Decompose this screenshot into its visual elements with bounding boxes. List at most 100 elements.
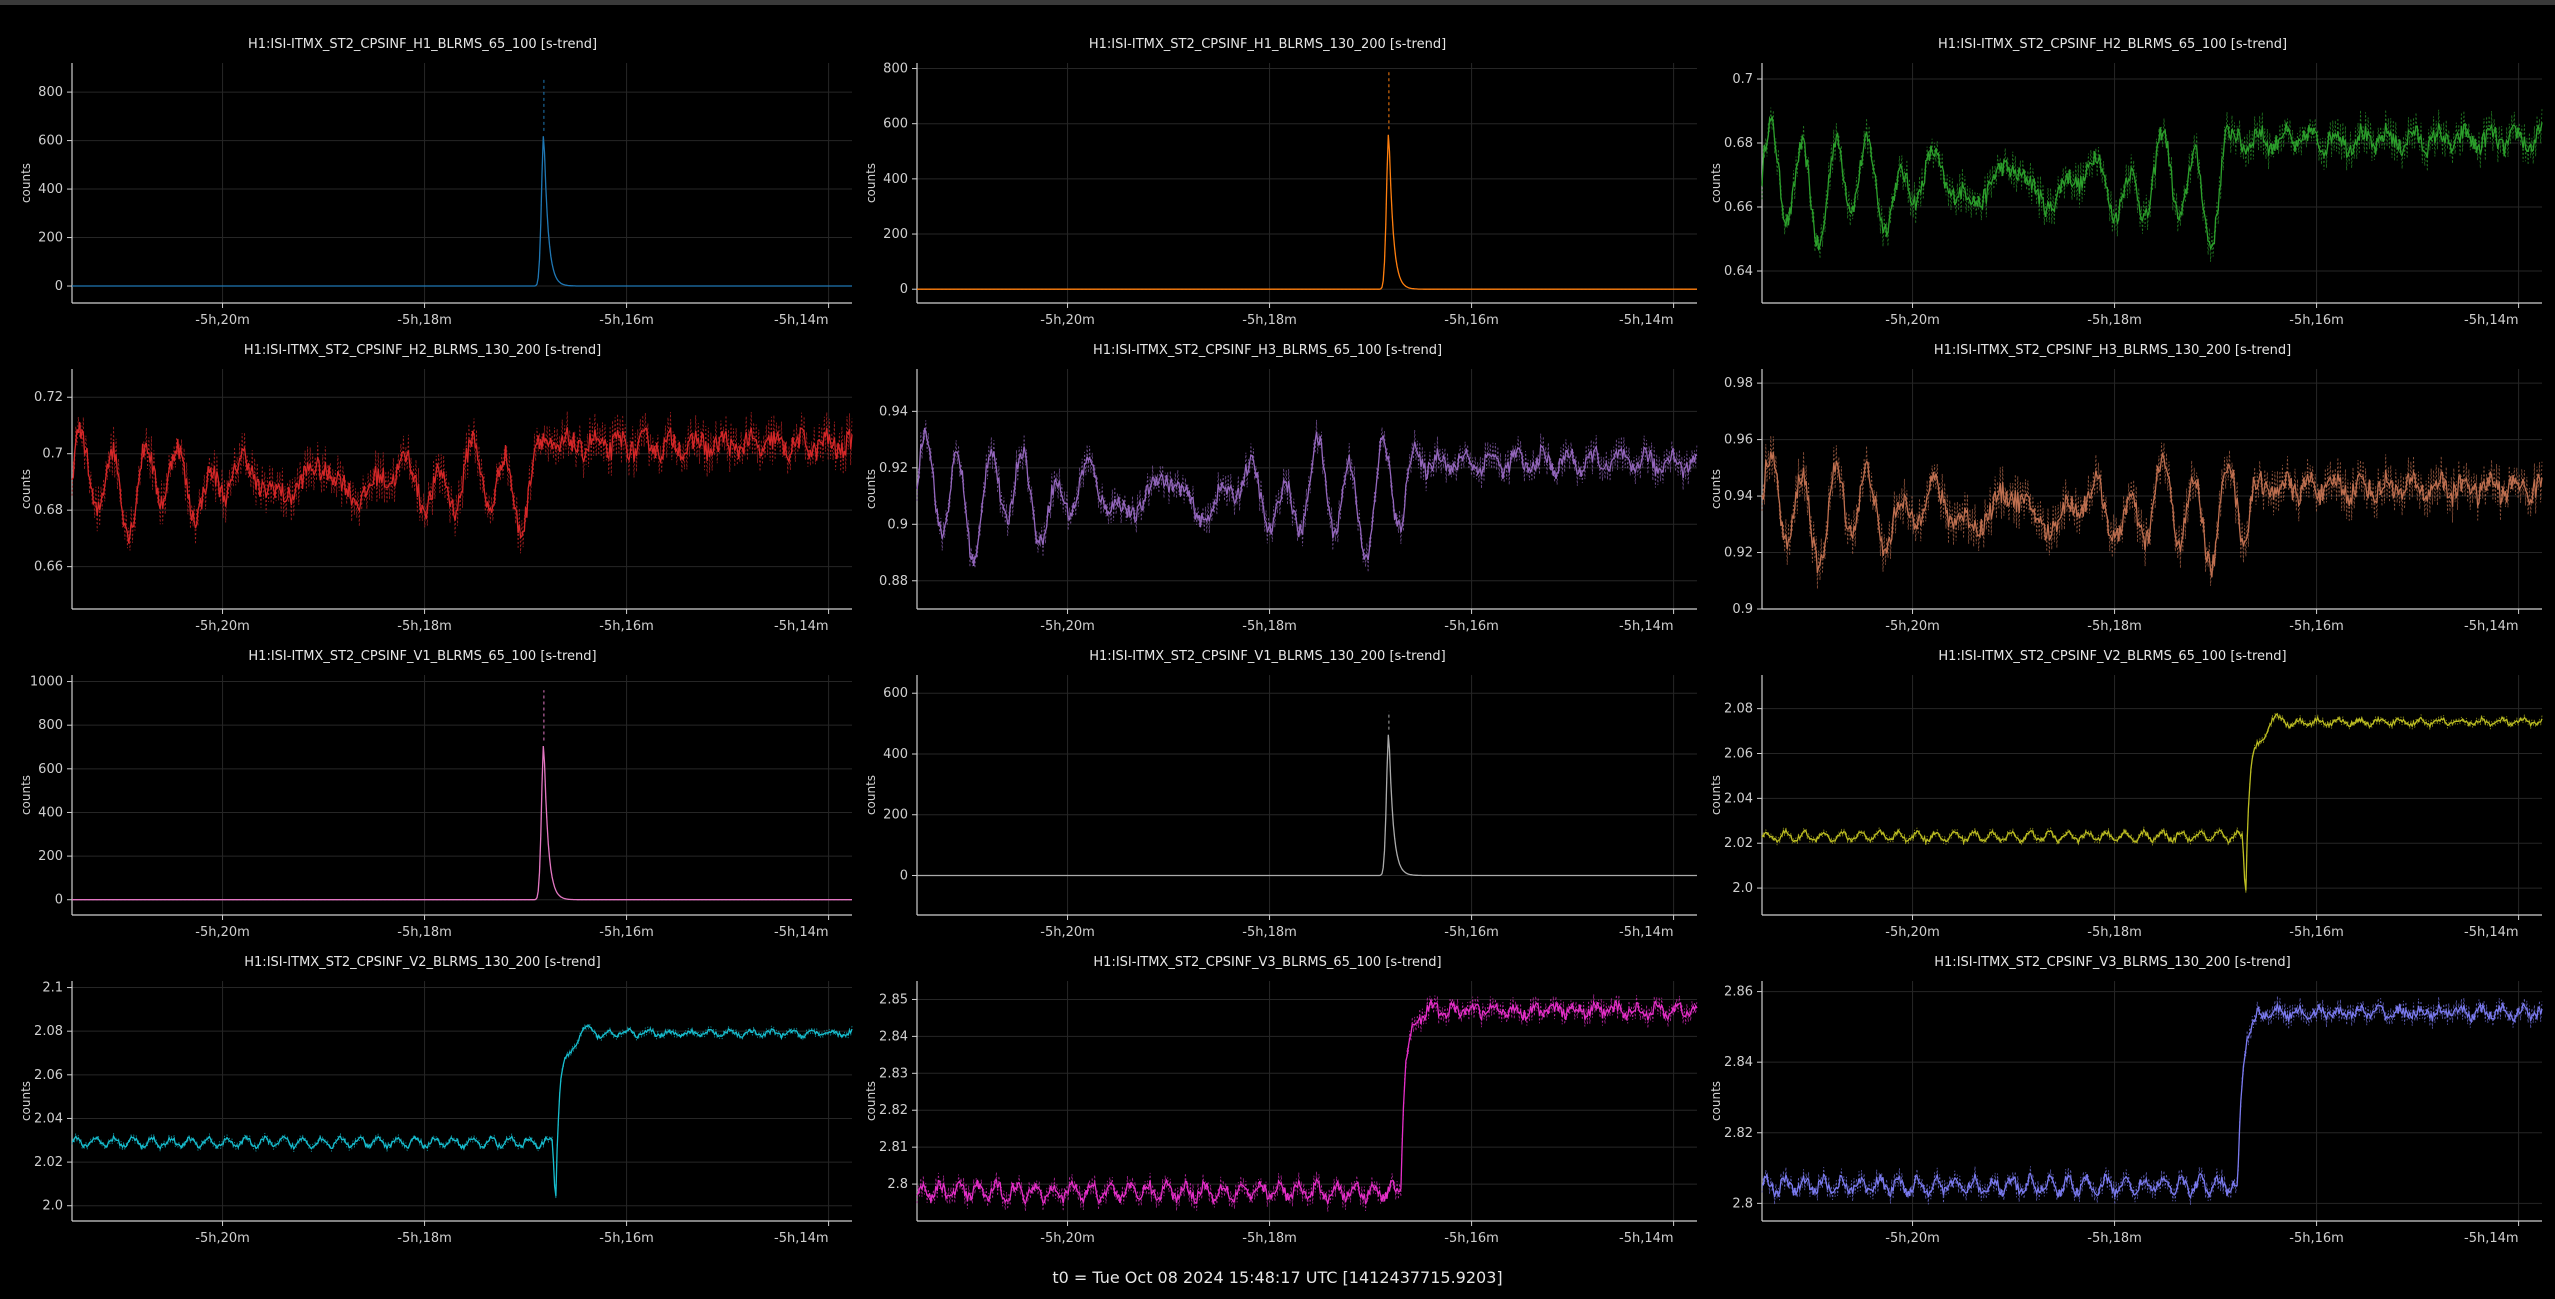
y-tick-label: 0.9 [887,517,908,532]
x-tick-label: -5h,16m [1444,1231,1499,1246]
x-tick-label: -5h,16m [2289,1231,2344,1246]
series-envelope [916,419,1698,573]
x-tick-label: -5h,16m [599,925,654,940]
y-tick-label: 2.02 [34,1155,63,1170]
chart-title: H1:ISI-ITMX_ST2_CPSINF_V2_BLRMS_130_200 … [244,955,601,970]
x-tick-label: -5h,20m [1040,619,1095,634]
x-tick-label: -5h,18m [397,925,452,940]
x-tick-label: -5h,14m [2464,313,2519,328]
x-tick-label: -5h,14m [774,1231,829,1246]
chart-panel: H1:ISI-ITMX_ST2_CPSINF_H1_BLRMS_130_200 … [845,5,1697,328]
y-tick-label: 0.68 [1724,136,1753,151]
y-axis-label: counts [19,163,33,203]
chart-svg: 2.0 2.02 2.04 2.06 2.08 2.1 -5h,20m -5h,18m -5h,… [19,981,853,1246]
y-tick-label: 2.08 [34,1024,63,1039]
chart-svg: 0 200 400 600 800 -5h,20m -5h,18m -5h,16m -5h,14… [19,63,852,328]
chart-title: H1:ISI-ITMX_ST2_CPSINF_V3_BLRMS_130_200 … [1934,955,2291,970]
series-line [1761,451,2543,578]
y-tick-label: 0.68 [34,503,63,518]
y-tick-label: 200 [38,231,63,246]
y-tick-label: 0.72 [34,390,63,405]
y-tick-label: 0 [900,282,908,297]
x-tick-label: -5h,14m [2464,1231,2519,1246]
x-tick-label: -5h,18m [397,313,452,328]
series-envelope [1761,435,2543,589]
y-axis-label: counts [1709,163,1723,203]
y-tick-label: 0 [55,279,63,294]
series-line [916,427,1698,566]
y-tick-label: 2.86 [1724,985,1753,1000]
y-tick-label: 0.94 [1724,489,1753,504]
y-axis-label: counts [864,1081,878,1121]
y-tick-label: 200 [883,227,908,242]
x-tick-label: -5h,18m [2087,619,2142,634]
chart-svg: 0 200 400 600 800 1000 -5h,20m -5h,18m -5h,16m -5… [19,675,852,940]
y-tick-label: 600 [883,686,908,701]
series-envelope [71,1023,853,1200]
y-tick-label: 2.83 [879,1066,908,1081]
x-tick-label: -5h,14m [2464,925,2519,940]
x-tick-label: -5h,16m [1444,619,1499,634]
y-axis-label: counts [1709,1081,1723,1121]
chart-title: H1:ISI-ITMX_ST2_CPSINF_V1_BLRMS_130_200 … [1089,649,1446,664]
x-tick-label: -5h,16m [599,1231,654,1246]
x-tick-label: -5h,18m [2087,925,2142,940]
series-envelope [1761,996,2543,1205]
x-tick-label: -5h,18m [1242,925,1297,940]
y-tick-label: 0.9 [1732,602,1753,617]
x-tick-label: -5h,18m [1242,619,1297,634]
chart-title: H1:ISI-ITMX_ST2_CPSINF_H1_BLRMS_65_100 [… [247,37,598,52]
chart-panel: H1:ISI-ITMX_ST2_CPSINF_V1_BLRMS_65_100 [… [0,617,852,940]
x-tick-label: -5h,20m [1885,925,1940,940]
y-tick-label: 400 [883,747,908,762]
y-tick-label: 0 [55,893,63,908]
y-tick-label: 800 [38,718,63,733]
series-line [71,421,853,544]
y-tick-label: 400 [38,182,63,197]
x-tick-label: -5h,14m [1619,313,1674,328]
y-tick-label: 2.85 [879,992,908,1007]
x-tick-label: -5h,14m [774,925,829,940]
y-tick-label: 400 [38,805,63,820]
y-axis-label: counts [19,1081,33,1121]
series-envelope [72,136,852,287]
chart-title: H1:ISI-ITMX_ST2_CPSINF_H2_BLRMS_65_100 [… [1937,37,2288,52]
y-tick-label: 400 [883,172,908,187]
y-tick-label: 600 [883,117,908,132]
series-line [1761,1001,2543,1200]
chart-panel: H1:ISI-ITMX_ST2_CPSINF_H1_BLRMS_65_100 [… [0,5,852,328]
x-tick-label: -5h,20m [1040,313,1095,328]
chart-svg: 0.64 0.66 0.68 0.7 -5h,20m -5h,18m -5h,16m -5h,… [1709,63,2543,328]
y-tick-label: 2.0 [42,1199,63,1214]
x-tick-label: -5h,20m [1040,925,1095,940]
series-envelope [71,411,853,554]
y-tick-label: 600 [38,134,63,149]
x-tick-label: -5h,18m [397,619,452,634]
footer-gps-time: t0 = Tue Oct 08 2024 15:48:17 UTC [14124… [1052,1268,1503,1287]
x-tick-label: -5h,16m [1444,313,1499,328]
chart-title: H1:ISI-ITMX_ST2_CPSINF_V1_BLRMS_65_100 [… [248,649,597,664]
y-tick-label: 0 [900,869,908,884]
chart-title: H1:ISI-ITMX_ST2_CPSINF_V3_BLRMS_65_100 [… [1093,955,1442,970]
x-tick-label: -5h,14m [2464,619,2519,634]
y-tick-label: 200 [883,808,908,823]
y-tick-label: 0.66 [1724,200,1753,215]
y-tick-label: 2.82 [879,1103,908,1118]
chart-panel: H1:ISI-ITMX_ST2_CPSINF_V3_BLRMS_65_100 [… [845,923,1698,1246]
y-tick-label: 2.04 [34,1111,63,1126]
x-tick-label: -5h,16m [2289,313,2344,328]
chart-panel: H1:ISI-ITMX_ST2_CPSINF_V2_BLRMS_65_100 [… [1690,617,2543,940]
x-tick-label: -5h,20m [195,313,250,328]
chart-grid: H1:ISI-ITMX_ST2_CPSINF_H1_BLRMS_65_100 [… [0,5,2555,1299]
series-envelope [1761,107,2543,262]
series-line [916,997,1698,1206]
x-tick-label: -5h,20m [195,619,250,634]
y-tick-label: 800 [38,85,63,100]
y-axis-label: counts [864,775,878,815]
x-tick-label: -5h,14m [1619,925,1674,940]
y-tick-label: 2.02 [1724,836,1753,851]
y-axis-label: counts [864,469,878,509]
y-tick-label: 0.66 [34,560,63,575]
x-tick-label: -5h,18m [1242,313,1297,328]
y-tick-label: 800 [883,62,908,77]
